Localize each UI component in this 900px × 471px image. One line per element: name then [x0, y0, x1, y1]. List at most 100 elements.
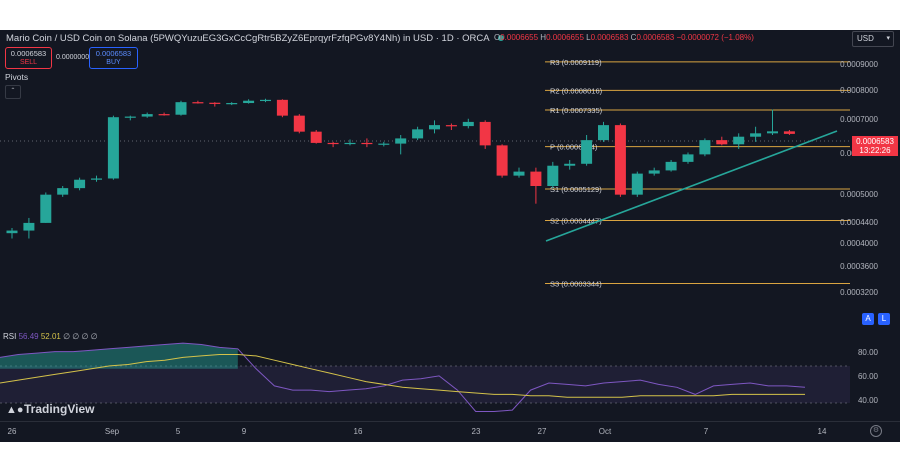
candle-body: [716, 140, 728, 145]
sell-price: 0.0006583: [10, 49, 47, 58]
candle[interactable]: [57, 185, 69, 197]
trend-line[interactable]: [545, 130, 838, 242]
x-label-sep: Sep: [104, 427, 120, 436]
sell-button[interactable]: 0.0006583 SELL: [5, 47, 52, 69]
candle[interactable]: [564, 159, 576, 170]
candle-body: [293, 115, 305, 132]
candle[interactable]: [276, 99, 288, 118]
candles: [6, 98, 795, 239]
candle[interactable]: [23, 217, 35, 239]
candle[interactable]: [682, 152, 694, 164]
candle[interactable]: [192, 100, 204, 104]
candle-body: [564, 163, 576, 166]
candle[interactable]: [243, 99, 255, 104]
candle[interactable]: [158, 112, 170, 116]
candle[interactable]: [91, 175, 102, 182]
candle[interactable]: [6, 227, 18, 239]
candle[interactable]: [429, 120, 440, 134]
rsi-value: 56.49: [18, 332, 39, 341]
candle[interactable]: [40, 192, 52, 223]
candle-body: [344, 142, 356, 145]
close-value: 0.0006583: [636, 33, 675, 42]
candle[interactable]: [226, 102, 238, 106]
candle[interactable]: [395, 135, 407, 155]
spread-value: 0.0000000: [56, 54, 90, 61]
candle-body: [124, 116, 136, 118]
candle-body: [6, 230, 18, 234]
candle[interactable]: [598, 121, 609, 142]
candle[interactable]: [107, 115, 119, 180]
candle[interactable]: [513, 167, 525, 178]
candle[interactable]: [496, 144, 508, 178]
candle[interactable]: [767, 109, 778, 136]
candle[interactable]: [74, 177, 86, 191]
candle[interactable]: [293, 114, 305, 134]
candle[interactable]: [530, 167, 542, 204]
chevron-up-icon[interactable]: ˆ: [5, 85, 21, 99]
candle-body: [276, 99, 288, 116]
pivot-label: P (0.0006214): [550, 143, 598, 152]
candle[interactable]: [361, 138, 373, 148]
candle[interactable]: [699, 138, 711, 157]
candle[interactable]: [378, 141, 390, 147]
price-chart[interactable]: R3 (0.0009119) R2 (0.0008016) R1 (0.000733…: [0, 30, 900, 442]
candle[interactable]: [733, 133, 745, 149]
candle[interactable]: [581, 135, 593, 166]
buy-button[interactable]: 0.0006583 BUY: [89, 47, 138, 69]
low-value: 0.0006583: [590, 33, 629, 42]
currency-select[interactable]: USD ▾: [852, 31, 894, 47]
currency-label: USD: [857, 34, 874, 43]
candle[interactable]: [260, 98, 271, 103]
candle[interactable]: [631, 171, 643, 197]
candle[interactable]: [445, 123, 457, 131]
candle-body: [40, 194, 52, 223]
rsi-legend[interactable]: RSI 56.49 52.01 ∅ ∅ ∅ ∅: [3, 332, 98, 341]
candle-body: [395, 138, 407, 144]
tradingview-logo[interactable]: ▲●TradingView: [6, 402, 94, 416]
candle[interactable]: [547, 161, 559, 189]
candle[interactable]: [716, 136, 728, 146]
symbol-title[interactable]: Mario Coin / USD Coin on Solana (5PWQYuz…: [6, 33, 504, 44]
candle[interactable]: [783, 130, 795, 136]
settings-icon[interactable]: ⚙: [870, 425, 882, 437]
open-value: 0.0006655: [500, 33, 539, 42]
auto-scale-button[interactable]: A: [862, 313, 874, 325]
candle[interactable]: [412, 126, 424, 141]
high-value: 0.0006655: [546, 33, 584, 42]
pivot-label: S3 (0.0003344): [550, 280, 602, 289]
open-label: O: [494, 33, 501, 42]
candle[interactable]: [327, 141, 339, 148]
candle-body: [598, 125, 609, 141]
pivots-indicator-label[interactable]: Pivots: [5, 72, 29, 82]
candle[interactable]: [750, 126, 762, 142]
candle[interactable]: [344, 139, 356, 146]
candle-body: [614, 125, 626, 195]
candle[interactable]: [310, 130, 322, 144]
candle-body: [547, 165, 559, 186]
rsi-extra-values: ∅ ∅ ∅ ∅: [63, 332, 98, 341]
log-scale-button[interactable]: L: [878, 313, 890, 325]
rsi-band: [0, 366, 850, 403]
candle-body: [429, 125, 440, 130]
candle[interactable]: [124, 115, 136, 121]
candle[interactable]: [175, 100, 187, 116]
candle-body: [310, 131, 322, 143]
candle[interactable]: [665, 159, 677, 172]
candle[interactable]: [648, 167, 660, 176]
candle-body: [412, 129, 424, 139]
candle[interactable]: [141, 112, 153, 118]
x-label-oct: Oct: [598, 427, 612, 436]
candle[interactable]: [479, 120, 491, 149]
candle[interactable]: [614, 123, 626, 197]
candle[interactable]: [209, 102, 221, 107]
price-axis-label: 0.0007000: [840, 115, 878, 125]
price-axis-label: 0.0005000: [840, 189, 878, 199]
rsi-ma-value: 52.01: [40, 332, 61, 341]
candle[interactable]: [462, 118, 474, 129]
tradingview-logo-icon: ▲●: [6, 404, 24, 416]
x-label-7: 7: [703, 427, 709, 436]
x-label-16: 16: [353, 427, 363, 436]
rsi-line: [0, 342, 806, 412]
candle-body: [733, 136, 745, 145]
candle-body: [260, 99, 271, 102]
